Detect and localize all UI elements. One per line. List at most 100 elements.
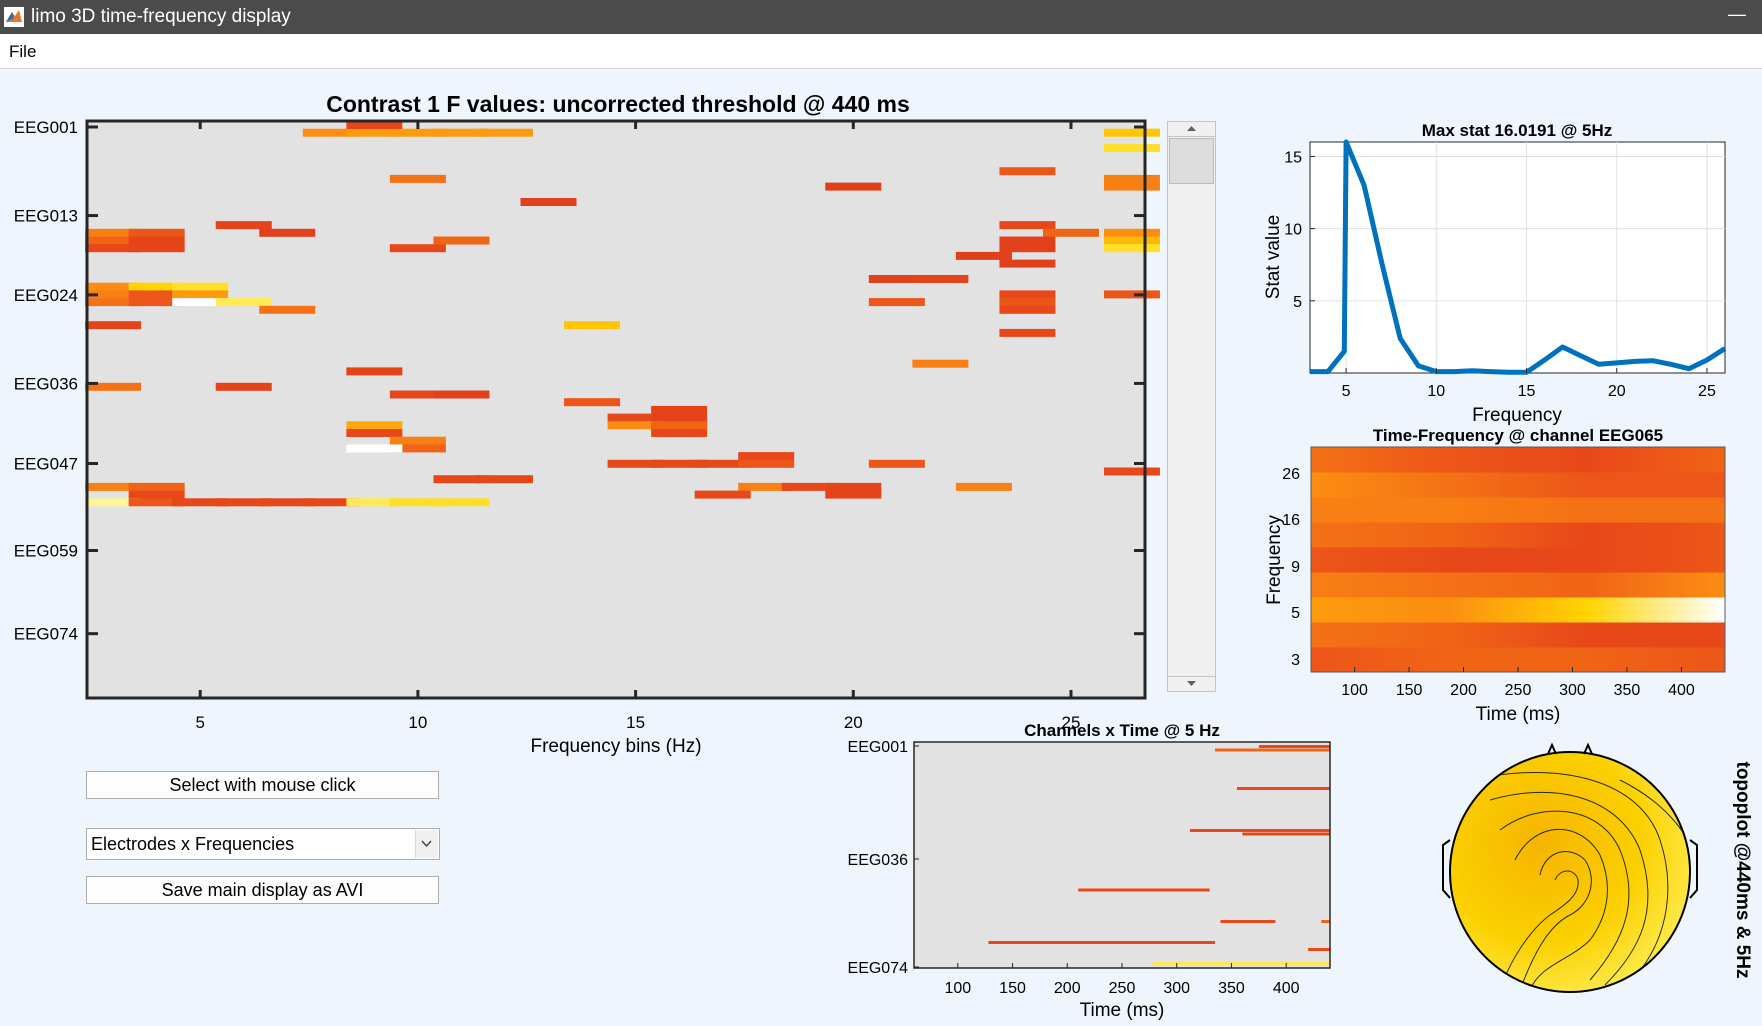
ct-segment-0 xyxy=(1258,745,1330,748)
main-cell-16 xyxy=(85,236,142,245)
ct-plot-title: Channels x Time @ 5 Hz xyxy=(1024,721,1220,740)
main-plot[interactable]: Contrast 1 F values: uncorrected thresho… xyxy=(14,91,1160,757)
ct-ytick-label-2: EEG074 xyxy=(848,960,909,977)
main-cell-89 xyxy=(955,482,1012,491)
max-stat-xlabel: Frequency xyxy=(1472,405,1562,426)
ct-plot-xlabel: Time (ms) xyxy=(1080,1000,1165,1021)
tf-xtick-label-1: 150 xyxy=(1396,682,1423,699)
main-plot-title: Contrast 1 F values: uncorrected thresho… xyxy=(326,91,910,117)
ct-segment-11 xyxy=(1152,962,1330,965)
window-title-bar: limo 3D time-frequency display — xyxy=(0,0,1762,34)
max-stat-area[interactable] xyxy=(1309,141,1726,374)
main-cell-51 xyxy=(85,321,142,330)
topoplot[interactable]: topoplot @440ms & 5Hz xyxy=(1442,742,1753,993)
topoplot-ears xyxy=(1442,839,1698,899)
main-cell-70 xyxy=(389,444,446,453)
max-stat-plot[interactable]: Max stat 16.0191 @ 5Hz 5 10 15 20 25 15 10 5 Fr… xyxy=(1263,121,1727,426)
minimize-button[interactable]: — xyxy=(1728,4,1746,24)
main-ytick-label-3: EEG036 xyxy=(14,374,78,393)
main-cell-60 xyxy=(564,398,621,407)
main-cell-15 xyxy=(128,228,185,237)
ct-xtick-label-1: 150 xyxy=(999,980,1026,997)
topoplot-label: topoplot @440ms & 5Hz xyxy=(1732,762,1753,979)
topoplot-nose xyxy=(1547,742,1593,755)
main-cell-5 xyxy=(346,121,403,129)
tf-xtick-label-5: 350 xyxy=(1614,682,1641,699)
tf-ytick-label-3: 5 xyxy=(1291,605,1300,622)
main-cell-4 xyxy=(476,128,533,137)
ct-segment-8 xyxy=(1321,920,1330,923)
tf-row-2 xyxy=(1311,597,1725,623)
main-cell-87 xyxy=(825,490,882,499)
main-plot-yticks: EEG001 EEG013 EEG024 EEG036 EEG047 EEG059 EEG0… xyxy=(14,118,1145,644)
ct-plot[interactable]: Channels x Time @ 5 Hz 100 150 200 250 300 35… xyxy=(848,721,1331,1021)
main-ytick-label-5: EEG059 xyxy=(14,542,78,561)
max-stat-ytick-label-0: 15 xyxy=(1284,149,1302,166)
max-stat-xtick-label-1: 10 xyxy=(1427,383,1445,400)
ct-plot-area[interactable] xyxy=(914,742,1330,968)
main-cell-42 xyxy=(128,298,185,307)
main-cell-30 xyxy=(1103,236,1160,245)
ct-xtick-label-2: 200 xyxy=(1054,980,1081,997)
tf-xtick-label-3: 250 xyxy=(1505,682,1532,699)
ct-xtick-label-3: 250 xyxy=(1109,980,1136,997)
main-plot-xlabel: Frequency bins (Hz) xyxy=(530,736,701,757)
main-cell-45 xyxy=(259,305,316,314)
main-cell-80 xyxy=(128,482,185,491)
display-mode-select[interactable]: Electrodes x Frequencies xyxy=(86,828,440,860)
main-cell-97 xyxy=(389,498,446,507)
main-cell-41 xyxy=(85,298,142,307)
main-cell-53 xyxy=(999,328,1056,337)
main-cell-27 xyxy=(955,251,1012,260)
main-cell-38 xyxy=(85,290,142,299)
tf-row-8 xyxy=(1311,447,1725,473)
main-cell-49 xyxy=(999,305,1056,314)
main-cell-40 xyxy=(172,290,229,299)
tf-ytick-label-4: 3 xyxy=(1291,652,1300,669)
main-cell-3 xyxy=(433,128,490,137)
main-plot-area[interactable] xyxy=(87,121,1145,698)
main-cell-13 xyxy=(1103,182,1160,191)
main-cell-65 xyxy=(651,405,708,414)
ct-segment-3 xyxy=(1189,829,1243,832)
main-cell-33 xyxy=(868,275,925,283)
ct-xtick-label-4: 300 xyxy=(1163,980,1190,997)
topoplot-head[interactable] xyxy=(1450,752,1690,992)
scroll-down-button[interactable] xyxy=(1168,676,1215,691)
tf-plot-ticks: 100 150 200 250 300 350 400 26 16 9 5 3 xyxy=(1282,466,1695,699)
tf-row-7 xyxy=(1311,472,1725,498)
tf-xtick-label-0: 100 xyxy=(1341,682,1368,699)
main-cell-0 xyxy=(302,128,359,137)
tf-xtick-label-6: 400 xyxy=(1668,682,1695,699)
max-stat-ylabel: Stat value xyxy=(1263,215,1284,300)
ct-segment-6 xyxy=(1078,888,1210,892)
select-with-mouse-button[interactable]: Select with mouse click xyxy=(86,771,439,799)
display-mode-value: Electrodes x Frequencies xyxy=(91,834,295,854)
main-cell-78 xyxy=(1103,467,1160,476)
max-stat-xtick-label-2: 15 xyxy=(1518,383,1536,400)
dropdown-arrow[interactable] xyxy=(415,830,438,858)
main-cell-12 xyxy=(1103,174,1160,183)
save-avi-button[interactable]: Save main display as AVI xyxy=(86,876,439,904)
scroll-thumb[interactable] xyxy=(1169,138,1214,184)
main-cell-50 xyxy=(1103,290,1160,299)
main-cell-95 xyxy=(302,498,359,507)
menu-file[interactable]: File xyxy=(9,42,37,61)
main-cell-14 xyxy=(85,228,142,237)
ct-plot-ticks: 100 150 200 250 300 350 400 EEG001 EEG036 EEG074 xyxy=(848,739,1300,997)
main-cell-54 xyxy=(346,367,403,376)
main-cell-36 xyxy=(128,282,185,291)
main-cell-79 xyxy=(85,482,142,491)
main-cell-64 xyxy=(651,421,708,430)
window-title: limo 3D time-frequency display xyxy=(31,6,291,27)
main-cell-22 xyxy=(389,244,446,253)
tf-plot[interactable]: Time-Frequency @ channel EEG065 100 150 20… xyxy=(1264,426,1726,725)
ct-plot-segments xyxy=(988,745,1330,965)
main-cell-29 xyxy=(1103,228,1160,237)
main-cell-6 xyxy=(1103,128,1160,137)
arrow-down-icon xyxy=(1187,681,1196,686)
main-cell-48 xyxy=(999,298,1056,307)
scroll-up-button[interactable] xyxy=(1168,122,1215,137)
main-plot-scrollbar[interactable] xyxy=(1167,121,1216,692)
main-cell-34 xyxy=(912,275,969,283)
